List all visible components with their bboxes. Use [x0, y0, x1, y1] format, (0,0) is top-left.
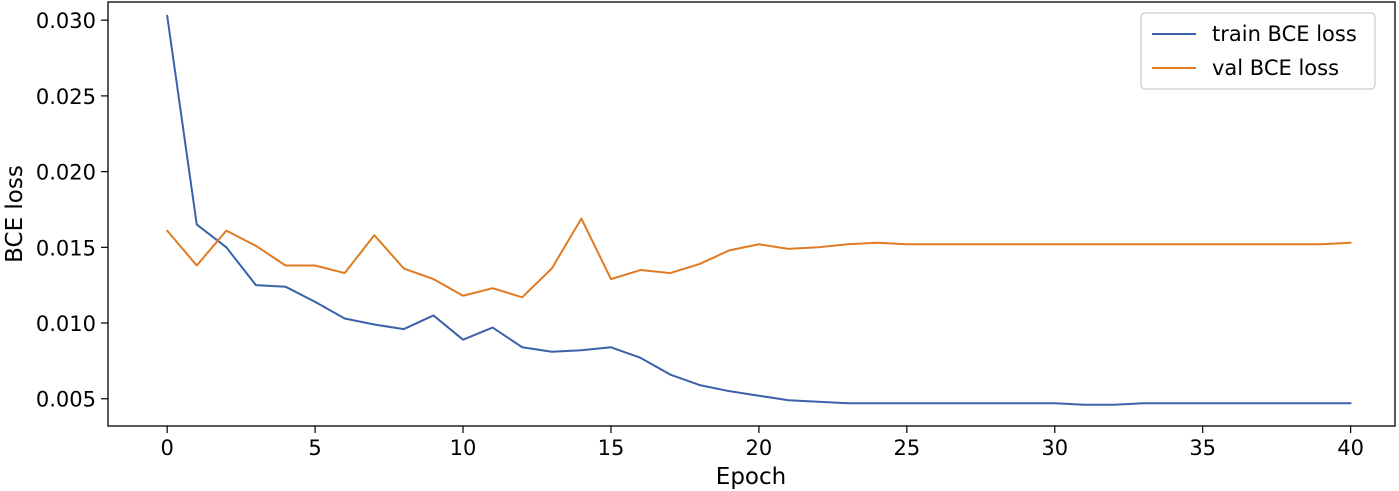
y-tick-label: 0.010 [36, 312, 96, 336]
legend-label-train: train BCE loss [1212, 22, 1357, 46]
x-tick-label: 0 [160, 436, 173, 460]
x-tick-label: 20 [746, 436, 773, 460]
val-loss-line [166, 217, 1352, 299]
series-layer [166, 14, 1352, 406]
x-tick-label: 30 [1041, 436, 1068, 460]
legend-label-val: val BCE loss [1212, 56, 1339, 80]
x-tick-label: 5 [308, 436, 321, 460]
y-tick-label: 0.030 [36, 9, 96, 33]
x-tick-label: 40 [1337, 436, 1364, 460]
y-axis: 0.005 0.010 0.015 0.020 0.025 0.030 [36, 9, 108, 412]
x-tick-label: 25 [893, 436, 920, 460]
y-tick-label: 0.025 [36, 85, 96, 109]
x-tick-label: 15 [598, 436, 625, 460]
x-axis: 0 5 10 15 20 25 30 35 40 [160, 426, 1364, 460]
y-tick-label: 0.015 [36, 236, 96, 260]
y-axis-label: BCE loss [2, 165, 28, 263]
train-loss-line [166, 14, 1352, 406]
y-tick-label: 0.005 [36, 388, 96, 412]
legend-box [1140, 12, 1376, 90]
x-tick-label: 35 [1189, 436, 1216, 460]
x-axis-label: Epoch [716, 464, 786, 490]
legend: train BCE loss val BCE loss [1140, 12, 1376, 90]
x-tick-label: 10 [450, 436, 477, 460]
y-tick-label: 0.020 [36, 161, 96, 185]
